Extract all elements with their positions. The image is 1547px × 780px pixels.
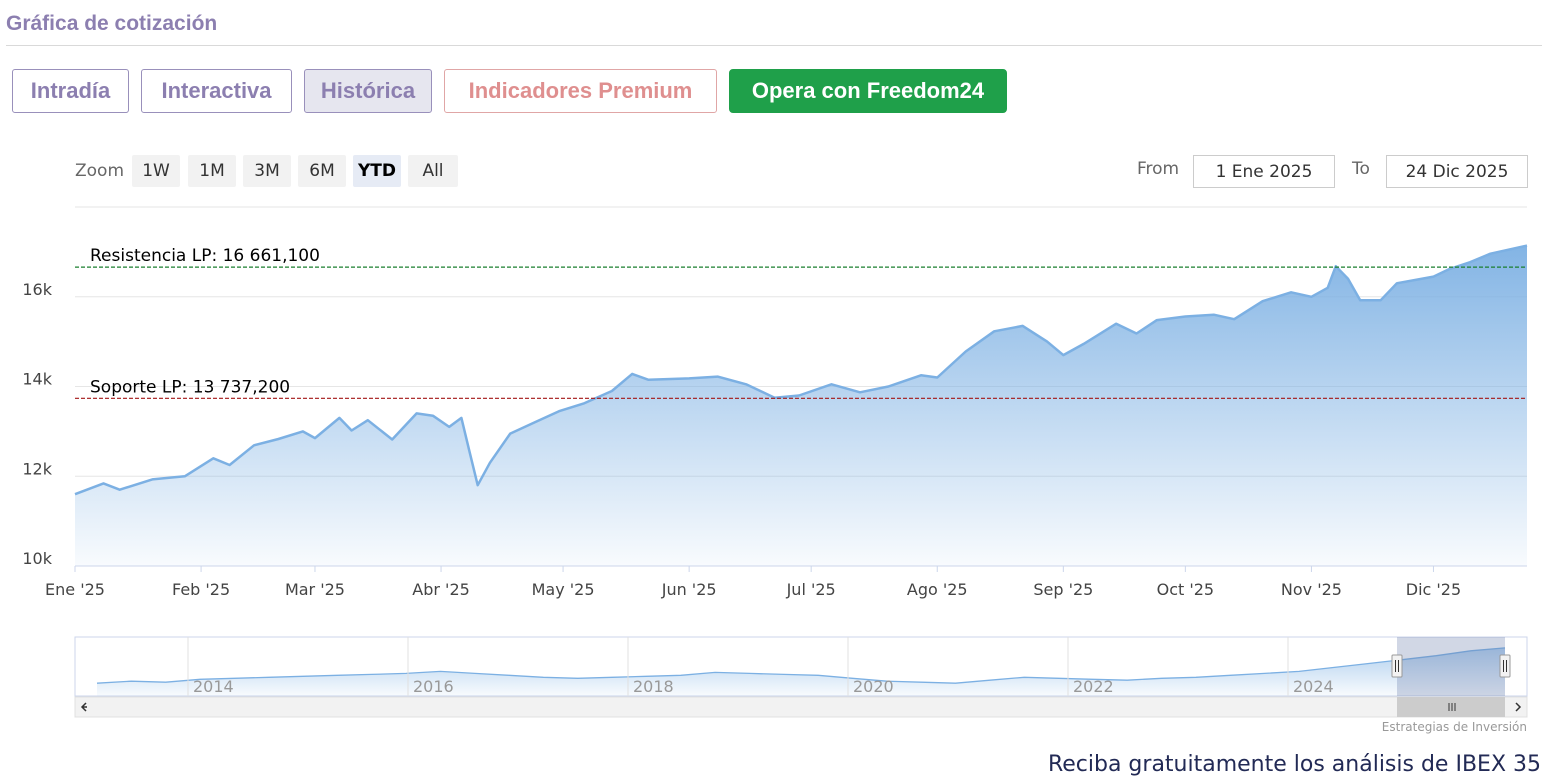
zoom-1w-button[interactable]: 1W xyxy=(132,155,180,187)
series-area xyxy=(74,244,1528,566)
navigator-year-label: 2022 xyxy=(1073,677,1114,696)
x-tick-label: Nov '25 xyxy=(1281,580,1342,599)
y-tick-label: 16k xyxy=(22,280,52,299)
scrollbar-thumb xyxy=(1397,697,1505,717)
scroll-right-arrow-icon xyxy=(1515,702,1522,712)
navigator-year-label: 2020 xyxy=(853,677,894,696)
y-tick-label: 10k xyxy=(22,549,52,568)
credits[interactable]: Estrategias de Inversión xyxy=(1381,720,1527,734)
navigator-year-label: 2024 xyxy=(1293,677,1334,696)
support-label: Soporte LP: 13 737,200 xyxy=(90,377,290,397)
range-to-input[interactable]: 24 Dic 2025 xyxy=(1386,155,1528,188)
navigator-left-handle[interactable] xyxy=(1391,654,1403,678)
x-tick-label: Jun '25 xyxy=(661,580,717,599)
tab-indicadores-premium[interactable]: Indicadores Premium xyxy=(444,69,717,113)
scroll-left-arrow-icon xyxy=(80,702,87,712)
zoom-ytd-button[interactable]: YTD xyxy=(353,155,401,187)
footer-signup-text[interactable]: Reciba gratuitamente los análisis de IBE… xyxy=(1047,752,1541,777)
x-tick-label: Oct '25 xyxy=(1157,580,1215,599)
navigator-right-handle[interactable] xyxy=(1499,654,1511,678)
x-tick-label: Mar '25 xyxy=(285,580,345,599)
x-tick-label: Ene '25 xyxy=(45,580,105,599)
series-line xyxy=(74,244,1528,496)
range-from-input[interactable]: 1 Ene 2025 xyxy=(1193,155,1335,188)
navigator-scrollbar[interactable] xyxy=(74,696,1528,718)
zoom-3m-button[interactable]: 3M xyxy=(243,155,291,187)
navigator[interactable]: 2014 2016 2018 2020 2022 2024 xyxy=(74,636,1528,718)
y-tick-label: 14k xyxy=(22,370,52,389)
series-area-fill xyxy=(75,245,1527,566)
navigator-year-label: 2016 xyxy=(413,677,454,696)
range-from-label: From xyxy=(1137,159,1180,179)
navigator-year-label: 2018 xyxy=(633,677,674,696)
tab-historica[interactable]: Histórica xyxy=(304,69,432,113)
x-tick-label: Sep '25 xyxy=(1033,580,1093,599)
resistance-label: Resistencia LP: 16 661,100 xyxy=(90,246,320,266)
tab-intradia[interactable]: Intradía xyxy=(12,69,129,113)
range-to-label: To xyxy=(1352,159,1370,179)
zoom-6m-button[interactable]: 6M xyxy=(298,155,346,187)
y-tick-label: 12k xyxy=(22,459,52,478)
x-tick-label: Abr '25 xyxy=(412,580,470,599)
section-divider xyxy=(6,45,1542,46)
freedom24-cta-button[interactable]: Opera con Freedom24 xyxy=(729,69,1007,113)
section-title: Gráfica de cotización xyxy=(6,12,218,35)
x-tick-label: Ago '25 xyxy=(907,580,968,599)
navigator-line xyxy=(96,647,1506,684)
x-tick-label: May '25 xyxy=(532,580,595,599)
navigator-year-label: 2014 xyxy=(193,677,234,696)
navigator-area xyxy=(97,647,1505,696)
x-tick-label: Feb '25 xyxy=(172,580,230,599)
handle-body xyxy=(1391,654,1403,678)
scrollbar-track xyxy=(74,696,1528,718)
navigator-selected-range xyxy=(1397,637,1505,696)
zoom-1m-button[interactable]: 1M xyxy=(188,155,236,187)
handle-body xyxy=(1499,654,1511,678)
y-axis: 10k 12k 14k 16k xyxy=(22,280,52,568)
x-axis: Ene '25 Feb '25 Mar '25 Abr '25 May '25 Jun '… xyxy=(45,565,1527,599)
x-tick-label: Dic '25 xyxy=(1406,580,1461,599)
x-tick-label: Jul '25 xyxy=(786,580,836,599)
tab-interactiva[interactable]: Interactiva xyxy=(141,69,292,113)
zoom-label: Zoom xyxy=(75,161,125,181)
plot-lines: Resistencia LP: 16 661,100 Soporte LP: 13… xyxy=(75,246,1527,399)
zoom-all-button[interactable]: All xyxy=(408,155,458,187)
